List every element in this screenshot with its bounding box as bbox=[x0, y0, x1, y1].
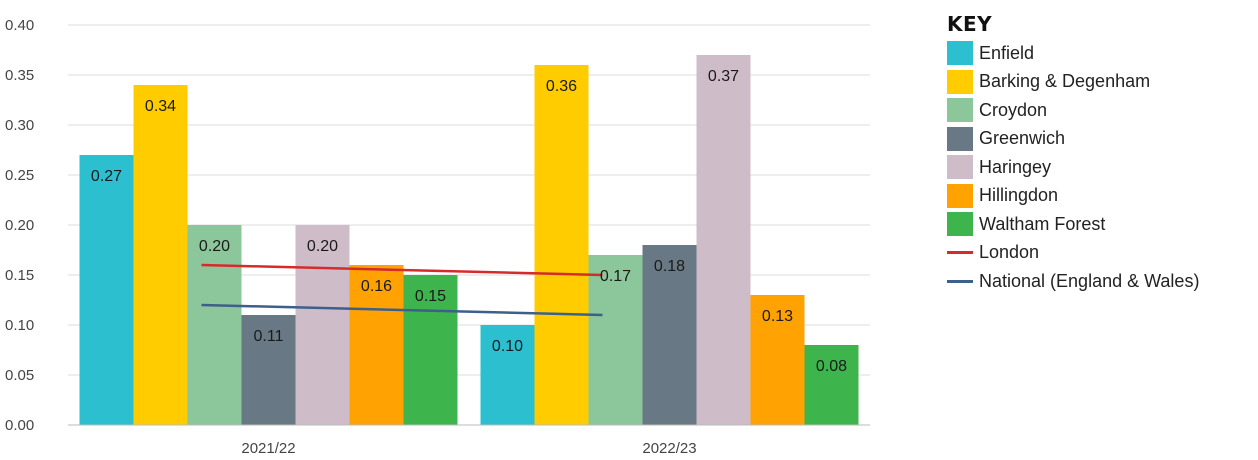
data-label: 0.13 bbox=[762, 308, 793, 325]
bar bbox=[804, 345, 859, 425]
legend-label: Waltham Forest bbox=[979, 213, 1106, 234]
legend-item: London bbox=[947, 239, 1258, 268]
legend-label: Enfield bbox=[979, 42, 1035, 63]
series-line bbox=[201, 263, 603, 277]
y-tick-label: 0.00 bbox=[5, 417, 34, 434]
legend-item: Haringey bbox=[947, 153, 1258, 182]
data-label: 0.17 bbox=[600, 268, 631, 285]
legend-swatch bbox=[947, 155, 973, 180]
data-labels: 0.27 0.34 0.20 0.11 0.20 0.16 0.15 0.10 0.36 0.17… bbox=[91, 68, 847, 375]
data-label: 0.16 bbox=[361, 278, 392, 295]
bars bbox=[79, 55, 859, 425]
legend-items: Enfield Barking & Degenham Croydon Greenwic… bbox=[947, 39, 1258, 296]
legend-label: Barking & Degenham bbox=[979, 71, 1151, 92]
bar bbox=[79, 155, 134, 425]
legend-item: Greenwich bbox=[947, 125, 1258, 154]
legend-label: Greenwich bbox=[979, 128, 1066, 149]
legend-title: KEY bbox=[947, 12, 993, 36]
legend-label: London bbox=[979, 242, 1040, 263]
legend-swatch bbox=[947, 41, 973, 66]
legend-item: Croydon bbox=[947, 96, 1258, 125]
data-label: 0.15 bbox=[415, 288, 446, 305]
data-label: 0.20 bbox=[307, 238, 338, 255]
legend-label: National (England & Wales) bbox=[979, 270, 1200, 291]
data-label: 0.37 bbox=[708, 68, 739, 85]
bar bbox=[588, 255, 643, 425]
legend-swatch bbox=[947, 183, 973, 208]
x-tick-label: 2021/22 bbox=[241, 440, 295, 457]
legend-line-swatch bbox=[947, 279, 973, 283]
x-tick-label: 2022/23 bbox=[642, 440, 696, 457]
bar bbox=[241, 315, 296, 425]
y-tick-label: 0.40 bbox=[5, 17, 34, 34]
legend-item: Waltham Forest bbox=[947, 210, 1258, 239]
legend-swatch bbox=[947, 98, 973, 123]
data-label: 0.18 bbox=[654, 258, 685, 275]
y-tick-label: 0.35 bbox=[5, 67, 34, 84]
legend-item: Enfield bbox=[947, 39, 1258, 68]
bar bbox=[750, 295, 805, 425]
legend-item: National (England & Wales) bbox=[947, 267, 1258, 296]
y-tick-label: 0.20 bbox=[5, 217, 34, 234]
bar bbox=[480, 325, 535, 425]
y-tick-label: 0.05 bbox=[5, 367, 34, 384]
y-tick-label: 0.10 bbox=[5, 317, 34, 334]
bar bbox=[349, 265, 404, 425]
bar-chart: 0.00 0.05 0.10 0.15 0.20 0.25 0.30 0.35 0.40 0.2… bbox=[5, 17, 870, 457]
series-line bbox=[201, 303, 603, 317]
legend-label: Croydon bbox=[979, 99, 1048, 120]
y-tick-label: 0.30 bbox=[5, 117, 34, 134]
data-label: 0.36 bbox=[546, 78, 577, 95]
bar bbox=[696, 55, 751, 425]
legend: KEY Enfield Barking & Degenham Croydon Gree… bbox=[947, 12, 1258, 296]
legend-swatch bbox=[947, 212, 973, 237]
data-label: 0.08 bbox=[816, 358, 847, 375]
legend-label: Hillingdon bbox=[979, 185, 1059, 206]
legend-swatch bbox=[947, 69, 973, 94]
x-axis: 2021/22 2022/23 bbox=[68, 424, 870, 457]
y-axis: 0.00 0.05 0.10 0.15 0.20 0.25 0.30 0.35 0.40 bbox=[5, 17, 34, 434]
y-tick-label: 0.25 bbox=[5, 167, 34, 184]
reference-lines bbox=[201, 263, 603, 317]
bar bbox=[534, 65, 589, 425]
bar bbox=[403, 275, 458, 425]
legend-item: Barking & Degenham bbox=[947, 68, 1258, 97]
y-tick-label: 0.15 bbox=[5, 267, 34, 284]
bar bbox=[187, 225, 242, 425]
data-label: 0.27 bbox=[91, 168, 122, 185]
data-label: 0.20 bbox=[199, 238, 230, 255]
legend-line-swatch bbox=[947, 251, 973, 255]
legend-item: Hillingdon bbox=[947, 182, 1258, 211]
bar bbox=[642, 245, 697, 425]
legend-label: Haringey bbox=[979, 156, 1052, 177]
legend-swatch bbox=[947, 126, 973, 151]
data-label: 0.10 bbox=[492, 338, 523, 355]
data-label: 0.11 bbox=[254, 328, 284, 345]
bar bbox=[133, 85, 188, 425]
data-label: 0.34 bbox=[145, 98, 176, 115]
bar bbox=[295, 225, 350, 425]
